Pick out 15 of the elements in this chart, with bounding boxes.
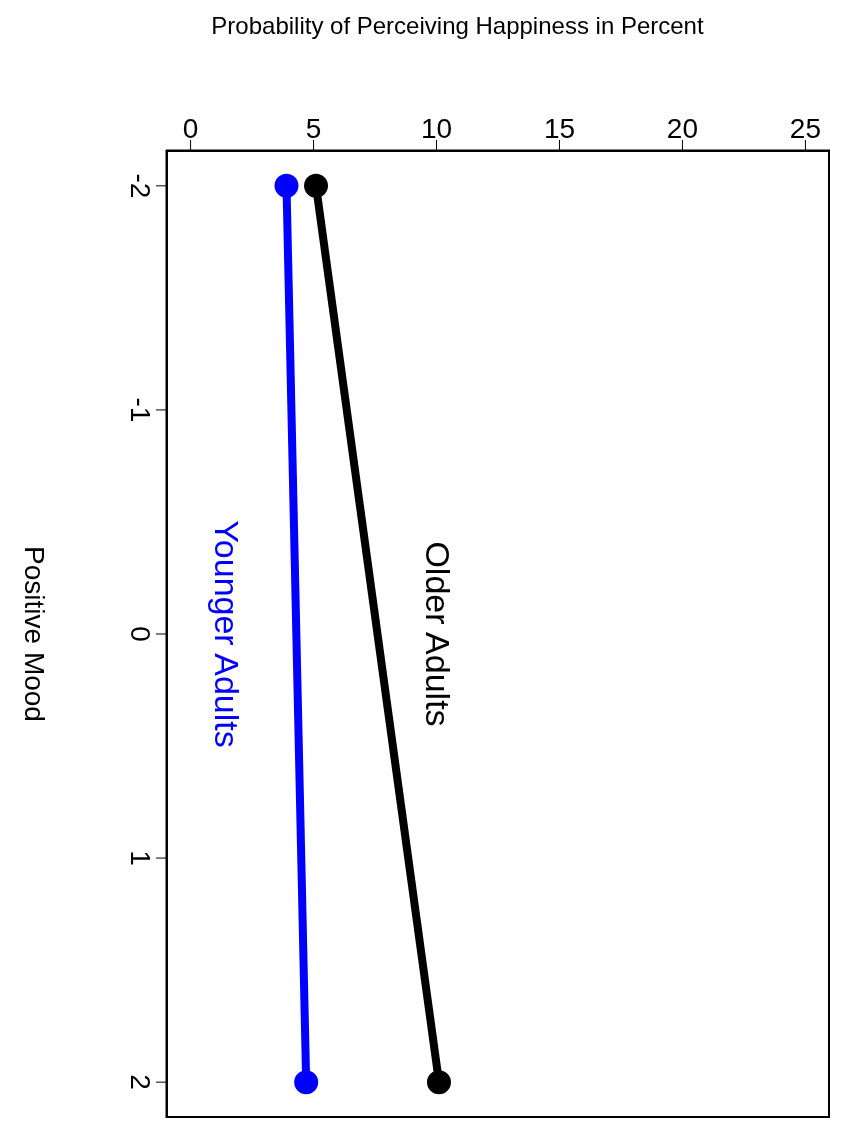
y-tick-label: -2	[124, 173, 156, 199]
text: Younger Adults	[206, 520, 246, 748]
x-tick-label: 0	[182, 113, 199, 144]
y-tick-label: 0	[124, 626, 156, 642]
x-tick-label: 5	[305, 113, 322, 144]
x-axis-title: Probability of Perceiving Happiness in Percent	[210, 12, 705, 40]
x-tick-label: 15	[543, 113, 576, 144]
y-tick-label: -1	[124, 397, 156, 423]
text: Older Adults	[418, 541, 457, 727]
y-axis-title: Positive Mood	[18, 546, 50, 722]
x-tick-label: 25	[789, 113, 821, 144]
x-tick-label: 10	[420, 113, 453, 144]
y-tick-label: 2	[124, 1074, 156, 1090]
x-tick-label: 20	[666, 113, 699, 144]
y-tick-label: 1	[124, 850, 156, 866]
